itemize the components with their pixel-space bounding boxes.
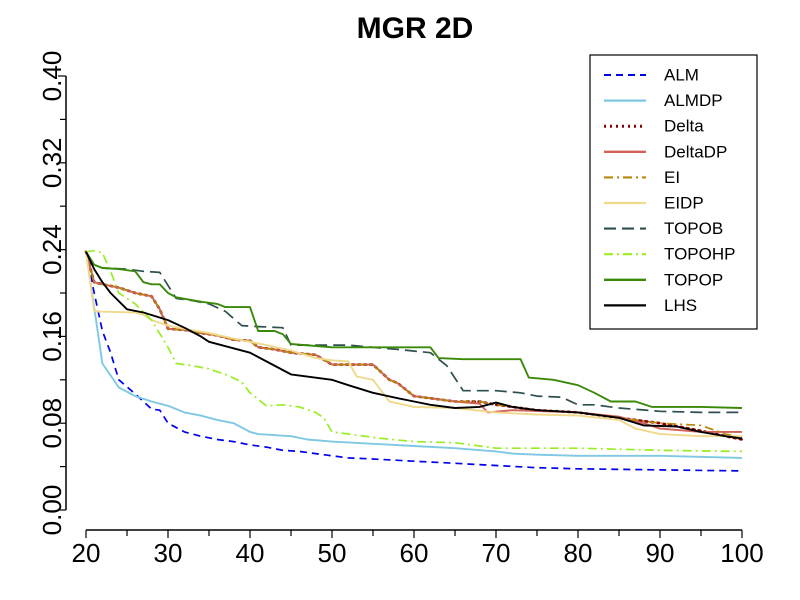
y-tick-label: 0.24 (37, 224, 67, 275)
chart-title: MGR 2D (356, 12, 474, 45)
series-line-topop (85, 251, 743, 409)
series-line-almdp (85, 251, 743, 459)
x-tick-label: 80 (564, 538, 593, 568)
y-tick-label: 0.32 (37, 137, 67, 188)
legend-label-almdp: ALMDP (664, 91, 723, 110)
x-tick-label: 60 (400, 538, 429, 568)
legend-label-topop: TOPOP (664, 270, 723, 289)
legend-label-alm: ALM (664, 66, 699, 85)
legend-label-eidp: EIDP (664, 194, 704, 213)
series-line-ei (85, 251, 743, 439)
series-lines (84, 249, 744, 472)
x-tick-label: 100 (720, 538, 763, 568)
y-tick-label: 0.00 (37, 485, 67, 536)
x-tick-label: 20 (72, 538, 101, 568)
legend-label-topob: TOPOB (664, 219, 723, 238)
x-tick-label: 50 (318, 538, 347, 568)
x-tick-label: 90 (646, 538, 675, 568)
axes: 20 30 40 50 60 70 80 90 100 0.00 0.08 0.16 0.24 0.32 0… (37, 51, 764, 568)
series-line-topohp (85, 249, 743, 453)
x-tick-label: 40 (236, 538, 265, 568)
legend-label-lhs: LHS (664, 296, 697, 315)
y-tick-label: 0.08 (37, 398, 67, 449)
legend-label-topohp: TOPOHP (664, 245, 735, 264)
series-line-eidp (85, 251, 742, 438)
y-tick-label: 0.16 (37, 311, 67, 362)
series-line-lhs (85, 251, 743, 440)
x-tick-label: 30 (154, 538, 183, 568)
series-line-alm (85, 251, 743, 472)
x-tick-label: 70 (482, 538, 511, 568)
legend-label-deltadp: DeltaDP (664, 142, 727, 161)
series-line-topob (85, 251, 742, 414)
legend: ALM ALMDP Delta DeltaDP EI EIDP TOPOB TOPOHP TOP… (589, 54, 758, 330)
y-tick-label: 0.40 (37, 51, 67, 102)
legend-label-ei: EI (664, 168, 680, 187)
legend-label-delta: Delta (664, 117, 704, 136)
